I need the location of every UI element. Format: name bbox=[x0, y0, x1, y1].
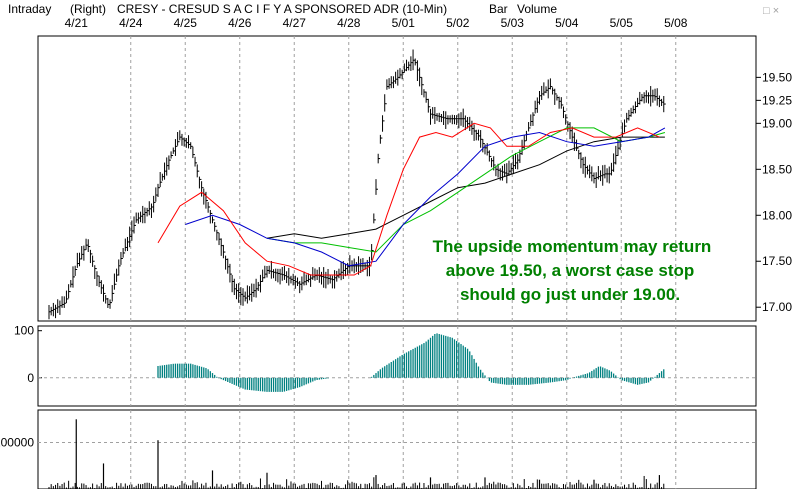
oscillator-tick-label: 0 bbox=[27, 371, 34, 385]
date-tick-label: 5/02 bbox=[446, 16, 470, 30]
price-tick-label: 19.00 bbox=[762, 116, 792, 130]
volume-label: Volume bbox=[517, 2, 557, 16]
date-tick-label: 5/01 bbox=[392, 16, 416, 30]
chart-kind-label: Bar bbox=[489, 2, 508, 16]
date-tick-label: 5/05 bbox=[610, 16, 634, 30]
oscillator-tick-label: 100 bbox=[14, 324, 34, 338]
annotation-line-3: should go just under 19.00. bbox=[460, 285, 680, 304]
gridlines bbox=[130, 36, 677, 489]
chart-symbol-title: CRESY - CRESUD S A C I F Y A SPONSORED A… bbox=[117, 2, 447, 16]
moving-average-blue bbox=[185, 127, 666, 267]
volume-panel-frame bbox=[37, 409, 757, 489]
date-tick-label: 4/27 bbox=[283, 16, 307, 30]
price-tick-label: 18.00 bbox=[762, 208, 792, 222]
date-tick-label: 4/25 bbox=[174, 16, 198, 30]
chart-mode-label: Intraday bbox=[8, 2, 51, 16]
price-tick-label: 17.50 bbox=[762, 254, 792, 268]
date-tick-label: 5/08 bbox=[664, 16, 688, 30]
oscillator-panel-frame bbox=[37, 325, 757, 407]
price-panel-frame bbox=[37, 35, 757, 322]
moving-average-red bbox=[157, 122, 660, 276]
date-tick-label: 4/28 bbox=[337, 16, 361, 30]
price-tick-label: 19.25 bbox=[762, 93, 792, 107]
price-tick-label: 18.50 bbox=[762, 162, 792, 176]
price-axis: 17.00 17.50 18.00 18.50 19.00 19.25 19.50 bbox=[756, 70, 792, 314]
chart-scale-label: (Right) bbox=[70, 2, 106, 16]
price-tick-label: 19.50 bbox=[762, 70, 792, 84]
chart-header: Intraday (Right) CRESY - CRESUD S A C I … bbox=[8, 2, 779, 17]
annotation-line-1: The upside momentum may return bbox=[433, 237, 712, 256]
price-bars bbox=[48, 49, 666, 320]
moving-average-black bbox=[266, 136, 665, 239]
date-tick-label: 4/24 bbox=[119, 16, 143, 30]
moving-average-lines bbox=[157, 122, 666, 276]
date-tick-label: 4/26 bbox=[228, 16, 252, 30]
date-tick-label: 5/04 bbox=[555, 16, 579, 30]
oscillator-axis: 100 0 bbox=[14, 324, 756, 385]
date-axis: 4/21 4/24 4/25 4/26 4/27 4/28 5/01 5/02 5/03 5/04… bbox=[65, 16, 688, 30]
moving-average-green bbox=[266, 127, 666, 253]
window-controls-icon[interactable]: □ × bbox=[763, 5, 779, 17]
date-tick-label: 5/03 bbox=[501, 16, 525, 30]
oscillator-histogram bbox=[157, 333, 665, 392]
date-tick-label: 4/21 bbox=[65, 16, 89, 30]
price-tick-label: 17.00 bbox=[762, 300, 792, 314]
annotation: The upside momentum may return above 19.… bbox=[433, 237, 712, 304]
annotation-line-2: above 19.50, a worst case stop bbox=[446, 261, 695, 280]
